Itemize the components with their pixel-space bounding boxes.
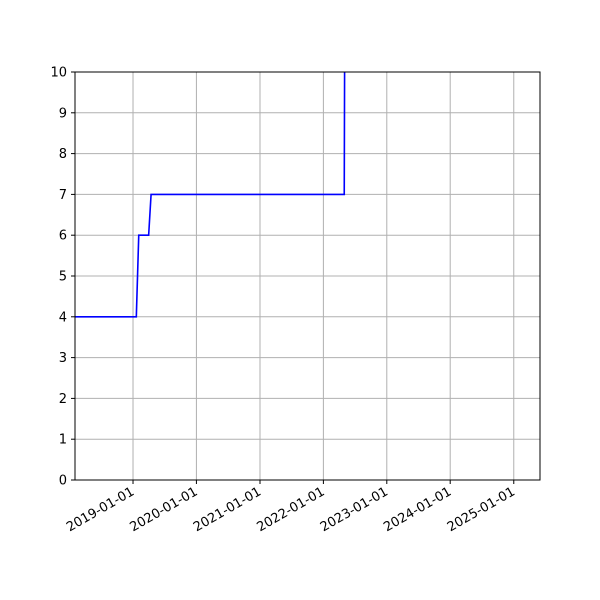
x-tick-label: 2020-01-01 xyxy=(127,484,200,535)
y-ticks: 0 1 2 3 4 5 6 7 8 9 10 xyxy=(50,66,75,489)
y-tick-label: 1 xyxy=(59,433,67,448)
x-tick-label: 2025-01-01 xyxy=(445,484,518,535)
series-group xyxy=(75,71,346,318)
y-tick-label: 8 xyxy=(59,147,67,162)
y-tick-label: 2 xyxy=(59,392,67,407)
x-tick-label: 2021-01-01 xyxy=(191,484,264,535)
y-tick-label: 6 xyxy=(59,229,67,244)
y-tick-label: 3 xyxy=(59,351,67,366)
x-tick-label: 2024-01-01 xyxy=(381,484,454,535)
y-tick-label: 7 xyxy=(59,188,67,203)
y-tick-label: 4 xyxy=(59,310,67,325)
y-tick-label: 5 xyxy=(59,270,67,285)
y-tick-label: 9 xyxy=(59,106,67,121)
x-ticks: 2019-01-012020-01-012021-01-012022-01-01… xyxy=(64,480,518,535)
x-tick-label: 2022-01-01 xyxy=(254,484,327,535)
y-tick-label: 0 xyxy=(59,474,67,489)
x-tick-label: 2019-01-01 xyxy=(64,484,137,535)
x-tick-label: 2023-01-01 xyxy=(318,484,391,535)
y-tick-label: 10 xyxy=(50,66,67,81)
series-line-0 xyxy=(75,71,346,318)
y-gridlines xyxy=(75,71,540,481)
